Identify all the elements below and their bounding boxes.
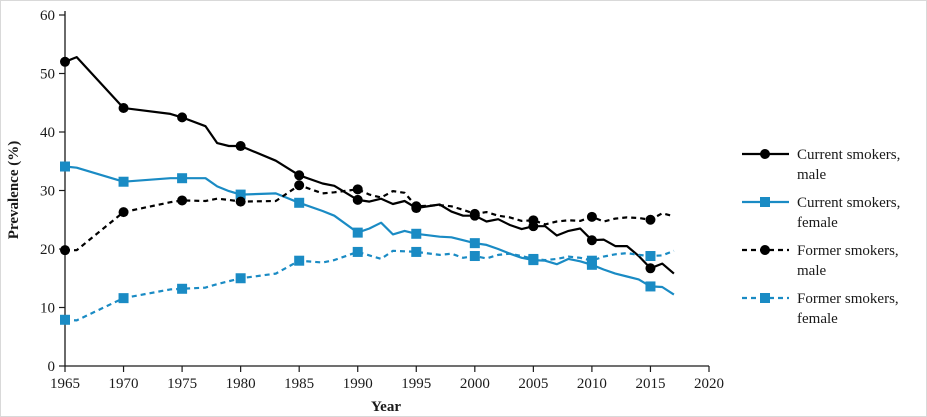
x-tick-label: 1995 xyxy=(401,376,431,392)
data-point-marker xyxy=(586,235,597,246)
x-tick-label: 2015 xyxy=(635,376,665,392)
data-point-marker xyxy=(528,215,539,226)
data-point-marker xyxy=(411,246,422,257)
data-point-marker xyxy=(235,141,246,152)
y-tick-label: 30 xyxy=(40,184,55,200)
data-point-marker xyxy=(118,176,129,187)
series-current-smokers-female xyxy=(60,161,675,296)
x-tick-label: 1965 xyxy=(50,376,80,392)
data-point-marker xyxy=(469,251,480,262)
data-point-marker xyxy=(60,161,70,172)
y-tick-label: 0 xyxy=(48,359,56,375)
y-tick-label: 50 xyxy=(40,67,55,83)
data-point-marker xyxy=(469,208,480,219)
legend-marker xyxy=(760,197,770,207)
data-point-marker xyxy=(235,273,246,284)
y-tick-label: 20 xyxy=(40,242,55,258)
data-point-marker xyxy=(645,214,656,225)
legend: Current smokers, male Current smokers, fema… xyxy=(742,147,900,327)
data-point-marker xyxy=(177,112,188,123)
legend-marker xyxy=(760,245,770,255)
x-tick-label: 2020 xyxy=(694,376,724,392)
legend-marker xyxy=(760,293,770,303)
series-former-smokers-female xyxy=(60,246,675,325)
data-point-marker xyxy=(586,211,597,222)
series-line xyxy=(64,56,675,275)
data-point-marker xyxy=(645,263,656,274)
legend-label: female xyxy=(797,311,838,327)
data-point-marker xyxy=(411,228,422,239)
axes: 0 10 20 30 40 50 60 1965 1970 1975 1980 1985 1990 199… xyxy=(40,8,724,392)
data-point-marker xyxy=(528,253,539,264)
series-line xyxy=(64,165,675,296)
data-point-marker xyxy=(118,293,129,304)
series-current-smokers-male xyxy=(60,56,675,275)
series-layer xyxy=(60,56,675,325)
y-tick-label: 10 xyxy=(40,301,55,317)
series-line xyxy=(65,184,675,252)
y-tick-label: 40 xyxy=(40,125,55,141)
x-tick-label: 1970 xyxy=(109,376,139,392)
data-point-marker xyxy=(469,238,480,249)
data-point-marker xyxy=(177,283,188,294)
data-point-marker xyxy=(586,255,597,266)
legend-item-current-smokers-male: Current smokers, male xyxy=(742,147,900,183)
x-tick-label: 2000 xyxy=(460,376,490,392)
data-point-marker xyxy=(118,207,129,218)
y-axis-title: Prevalence (%) xyxy=(6,141,22,239)
data-point-marker xyxy=(294,170,305,181)
legend-label: Current smokers, xyxy=(797,147,900,163)
x-tick-label: 1980 xyxy=(226,376,256,392)
data-point-marker xyxy=(235,196,246,207)
data-point-marker xyxy=(352,227,363,238)
data-point-marker xyxy=(118,103,129,114)
data-point-marker xyxy=(60,56,70,67)
data-point-marker xyxy=(294,180,305,191)
legend-label: Former smokers, xyxy=(797,291,899,307)
legend-item-former-smokers-male: Former smokers, male xyxy=(742,243,899,279)
legend-label: male xyxy=(797,167,826,183)
x-tick-label: 2010 xyxy=(577,376,607,392)
series-line xyxy=(64,249,675,322)
legend-marker xyxy=(760,149,770,159)
data-point-marker xyxy=(294,197,305,208)
data-point-marker xyxy=(60,245,70,256)
data-point-marker xyxy=(645,251,656,262)
data-point-marker xyxy=(352,246,363,257)
y-tick-label: 60 xyxy=(40,8,55,24)
x-tick-label: 1990 xyxy=(343,376,373,392)
x-tick-label: 2005 xyxy=(518,376,548,392)
data-point-marker xyxy=(177,173,188,184)
data-point-marker xyxy=(294,255,305,266)
legend-item-former-smokers-female: Former smokers, female xyxy=(742,291,899,327)
data-point-marker xyxy=(352,184,363,195)
x-tick-label: 1985 xyxy=(284,376,314,392)
data-point-marker xyxy=(177,195,188,206)
legend-label: female xyxy=(797,215,838,231)
data-point-marker xyxy=(235,189,246,200)
series-former-smokers-male xyxy=(60,180,675,256)
data-point-marker xyxy=(645,281,656,292)
data-point-marker xyxy=(411,201,422,212)
legend-label: Current smokers, xyxy=(797,195,900,211)
legend-label: Former smokers, xyxy=(797,243,899,259)
data-point-marker xyxy=(60,314,70,325)
data-point-marker xyxy=(352,194,363,205)
legend-label: male xyxy=(797,263,826,279)
x-axis-title: Year xyxy=(371,399,401,415)
legend-item-current-smokers-female: Current smokers, female xyxy=(742,195,900,231)
x-tick-label: 1975 xyxy=(167,376,197,392)
